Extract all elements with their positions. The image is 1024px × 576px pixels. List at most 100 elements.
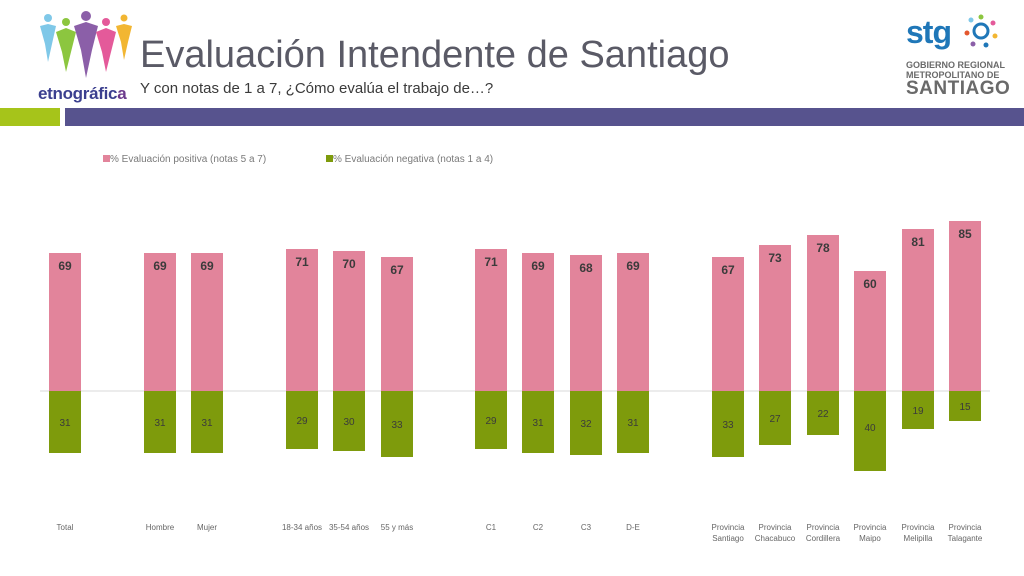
bar-negative	[522, 391, 554, 453]
category-label: Chacabuco	[755, 534, 796, 543]
bar-positive	[807, 235, 839, 391]
bar-negative	[807, 391, 839, 435]
category-label: Provincia	[807, 523, 840, 532]
data-label-positive: 71	[484, 255, 498, 269]
bar-positive	[49, 253, 81, 391]
evaluation-bar-chart: % Evaluación positiva (notas 5 a 7) % Ev…	[40, 154, 990, 543]
bar-negative	[191, 391, 223, 453]
data-label-negative: 19	[912, 406, 924, 417]
category-label: C2	[533, 523, 544, 532]
category-label: Provincia	[949, 523, 982, 532]
bar-negative	[381, 391, 413, 457]
bar-negative	[49, 391, 81, 453]
accent-bar-green	[0, 108, 60, 126]
category-label: Provincia	[712, 523, 745, 532]
bar-positive	[475, 249, 507, 391]
data-label-positive: 73	[768, 251, 782, 265]
category-label: Provincia	[759, 523, 792, 532]
data-label-positive: 69	[58, 259, 72, 273]
chart-legend: % Evaluación positiva (notas 5 a 7) % Ev…	[103, 154, 493, 165]
logo-line-1: GOBIERNO REGIONAL	[906, 60, 1006, 70]
bar-negative	[286, 391, 318, 449]
page-subtitle: Y con notas de 1 a 7, ¿Cómo evalúa el tr…	[140, 80, 494, 97]
data-label-positive: 67	[721, 263, 735, 277]
category-label: Santiago	[712, 534, 744, 543]
data-label-positive: 85	[958, 227, 972, 241]
category-label: C1	[486, 523, 497, 532]
bar-negative	[949, 391, 981, 421]
data-label-negative: 29	[296, 416, 308, 427]
data-label-positive: 69	[153, 259, 167, 273]
etnografica-logo: etnográfica	[36, 10, 136, 103]
bar-negative	[902, 391, 934, 429]
bar-negative	[617, 391, 649, 453]
bar-negative	[570, 391, 602, 455]
legend-label-positive: % Evaluación positiva (notas 5 a 7)	[110, 154, 266, 165]
data-label-negative: 22	[817, 409, 829, 420]
bar-positive	[759, 245, 791, 391]
accent-bar-purple	[65, 108, 1024, 126]
data-label-positive: 69	[531, 259, 545, 273]
data-label-positive: 67	[390, 263, 404, 277]
bar-positive	[522, 253, 554, 391]
category-label: Provincia	[902, 523, 935, 532]
bar-positive	[286, 249, 318, 391]
legend-swatch-positive	[103, 155, 110, 162]
bar-positive	[617, 253, 649, 391]
data-label-negative: 32	[580, 419, 592, 430]
logo-line-3: SANTIAGO	[906, 78, 1011, 99]
bar-negative	[475, 391, 507, 449]
category-label: 18-34 años	[282, 523, 322, 532]
data-label-negative: 15	[959, 402, 971, 413]
bar-positive	[144, 253, 176, 391]
data-label-negative: 40	[864, 423, 876, 434]
category-label: C3	[581, 523, 592, 532]
category-label: Hombre	[146, 523, 175, 532]
bar-positive	[191, 253, 223, 391]
bar-positive	[570, 255, 602, 391]
logo-line-2: METROPOLITANO DE	[906, 70, 1000, 80]
data-label-negative: 33	[391, 420, 403, 431]
data-label-negative: 30	[343, 417, 355, 428]
category-labels: Total Hombre Mujer 18-34 años 35-54 años 55 y…	[57, 523, 983, 543]
data-label-positive: 70	[342, 257, 356, 271]
data-label-positive: 81	[911, 235, 925, 249]
data-label-negative: 31	[201, 418, 213, 429]
bars-group: 69 31 69 31 69 31 71 29 70 30 67 33 71 29 69 31 68 32 69 31…	[49, 221, 981, 471]
bar-positive	[712, 257, 744, 391]
gobierno-regional-logo: stg GOBIERNO REGIONAL METROPOLITANO DE S…	[900, 10, 1010, 100]
data-label-negative: 27	[769, 414, 781, 425]
data-label-negative: 33	[722, 420, 734, 431]
people-figures-icon	[40, 11, 132, 78]
bar-positive	[902, 229, 934, 391]
category-label: Mujer	[197, 523, 217, 532]
legend-swatch-negative	[326, 155, 333, 162]
legend-label-negative: % Evaluación negativa (notas 1 a 4)	[333, 154, 493, 165]
category-label: Talagante	[948, 534, 983, 543]
data-label-negative: 31	[59, 418, 71, 429]
category-label: 35-54 años	[329, 523, 369, 532]
category-label: Maipo	[859, 534, 881, 543]
category-label: Cordillera	[806, 534, 841, 543]
category-label: Provincia	[854, 523, 887, 532]
bar-negative	[854, 391, 886, 471]
category-label: D-E	[626, 523, 640, 532]
data-label-negative: 31	[154, 418, 166, 429]
bar-negative	[712, 391, 744, 457]
bar-negative	[144, 391, 176, 453]
data-label-negative: 31	[532, 418, 544, 429]
bar-negative	[333, 391, 365, 451]
stg-wordmark: stg	[906, 14, 952, 50]
data-label-negative: 31	[627, 418, 639, 429]
data-label-positive: 69	[626, 259, 640, 273]
data-label-positive: 78	[816, 241, 830, 255]
etnografica-wordmark: etnográfica	[38, 84, 127, 103]
bar-positive	[333, 251, 365, 391]
sun-icon	[964, 14, 998, 48]
bar-positive	[949, 221, 981, 391]
data-label-positive: 68	[579, 261, 593, 275]
data-label-positive: 69	[200, 259, 214, 273]
category-label: Melipilla	[904, 534, 933, 543]
bar-positive	[854, 271, 886, 391]
bar-positive	[381, 257, 413, 391]
